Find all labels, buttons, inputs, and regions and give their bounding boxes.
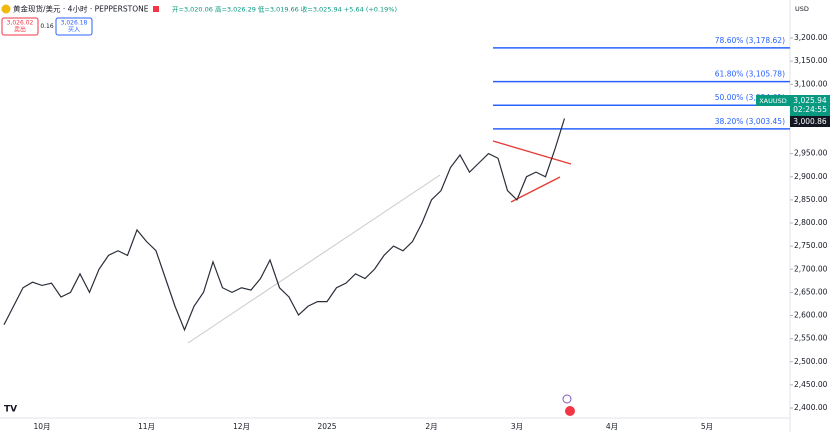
y-tick-label: 3,150.00: [794, 56, 828, 65]
fib-label: 38.20% (3,003.45): [715, 117, 785, 126]
y-tick-label: 2,700.00: [794, 264, 828, 273]
spread: 0.16: [40, 23, 54, 30]
level-tag: [790, 116, 830, 127]
sell-price[interactable]: 3,026.02: [7, 20, 34, 27]
y-tick-label: 3,100.00: [794, 79, 828, 88]
price-tag: [790, 95, 830, 116]
symbol: 黄金现货/美元 · 4小时 · PEPPERSTONE: [13, 4, 149, 14]
x-tick-label: 4月: [606, 422, 618, 431]
y-tick-label: 2,400.00: [794, 403, 828, 412]
x-tick-label: 10月: [33, 422, 50, 431]
level: 3,000.86: [793, 117, 827, 126]
ticker: XAUUSD: [759, 97, 787, 105]
sell-button[interactable]: [1, 17, 39, 36]
buy-label[interactable]: 买入: [68, 26, 80, 34]
y-tick-label: 2,950.00: [794, 149, 828, 158]
flag: [153, 6, 159, 12]
x-tick-label: 5月: [701, 422, 713, 431]
x-tick-label: 3月: [511, 422, 523, 431]
x-tick-label: 2月: [425, 422, 437, 431]
fib-label: 78.60% (3,178.62): [715, 36, 785, 45]
x-tick-label: 12月: [233, 422, 250, 431]
x-tick-label: 2025: [317, 422, 336, 431]
y-tick-label: 2,850.00: [794, 195, 828, 204]
y-tick-label: 2,500.00: [794, 357, 828, 366]
logo: TV: [4, 405, 17, 415]
trend-line: [510, 176, 561, 203]
trend-line: [492, 140, 572, 165]
currency: USD: [795, 5, 809, 13]
x-tick-label: 11月: [138, 422, 155, 431]
fib-label: 61.80% (3,105.78): [715, 70, 785, 79]
y-tick-label: 2,600.00: [794, 311, 828, 320]
countdown: 02:24:55: [793, 105, 827, 114]
buy-button[interactable]: [55, 17, 93, 36]
price-line: [3, 118, 566, 332]
buy-price[interactable]: 3,026.18: [61, 20, 88, 27]
ohlc: 开=3,020.06 高=3,026.29 低=3,019.66 收=3,025…: [172, 5, 397, 14]
y-tick-label: 2,450.00: [794, 380, 828, 389]
price: 3,025.94: [793, 96, 827, 105]
event-icon[interactable]: [565, 406, 575, 416]
y-tick-label: 2,650.00: [794, 287, 828, 296]
y-tick-label: 2,900.00: [794, 172, 828, 181]
sell-label[interactable]: 卖出: [14, 26, 26, 34]
fib-label: 50.00% (3,054.61): [715, 93, 785, 102]
y-tick-label: 3,200.00: [794, 33, 828, 42]
trend-line: [187, 174, 441, 344]
event-icon[interactable]: [562, 394, 572, 404]
y-tick-label: 2,750.00: [794, 241, 828, 250]
ticker-tag: [756, 95, 790, 106]
symbol-icon: [1, 4, 11, 14]
y-tick-label: 2,800.00: [794, 218, 828, 227]
y-tick-label: 2,550.00: [794, 334, 828, 343]
